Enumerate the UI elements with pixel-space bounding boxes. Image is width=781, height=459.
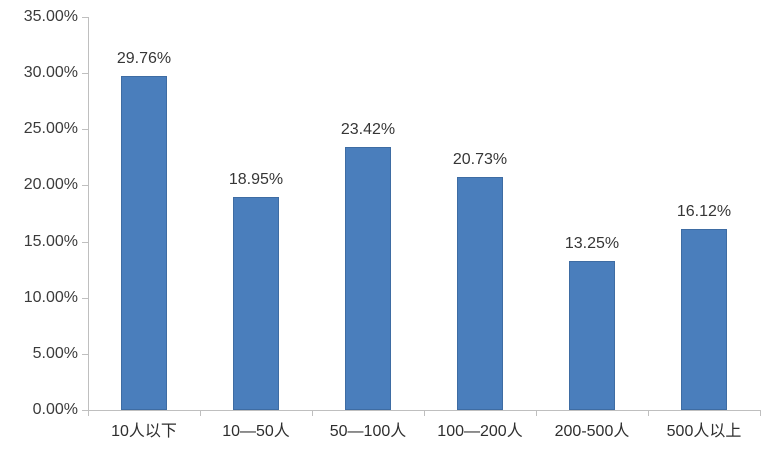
x-tick	[312, 410, 313, 416]
x-tick	[648, 410, 649, 416]
y-axis-tick-label: 35.00%	[23, 8, 78, 25]
bar-value-label: 23.42%	[340, 121, 396, 138]
y-tick	[82, 410, 88, 411]
bar-value-label: 18.95%	[228, 171, 284, 188]
x-axis-category-label: 200-500人	[554, 423, 630, 440]
y-axis-tick-label: 10.00%	[23, 289, 78, 306]
y-tick	[82, 17, 88, 18]
bar	[569, 261, 615, 410]
bar	[345, 147, 391, 410]
x-tick	[760, 410, 761, 416]
bar	[457, 177, 503, 410]
y-tick	[82, 298, 88, 299]
bar	[681, 229, 727, 410]
x-tick	[424, 410, 425, 416]
y-tick	[82, 354, 88, 355]
bar-value-label: 20.73%	[452, 151, 508, 168]
x-axis-category-label: 10—50人	[222, 423, 290, 440]
bar	[233, 197, 279, 410]
x-tick	[200, 410, 201, 416]
x-axis-category-label: 500人以上	[666, 423, 742, 440]
x-axis-category-label: 50—100人	[329, 423, 407, 440]
bar-value-label: 16.12%	[676, 203, 732, 220]
y-axis-tick-label: 15.00%	[23, 233, 78, 250]
x-tick	[536, 410, 537, 416]
y-axis-tick-label: 30.00%	[23, 64, 78, 81]
bar	[121, 76, 167, 410]
x-axis-category-label: 10人以下	[111, 423, 177, 440]
y-axis-tick-label: 0.00%	[32, 401, 78, 418]
y-tick	[82, 185, 88, 186]
y-axis-line	[88, 17, 89, 416]
bar-value-label: 29.76%	[116, 50, 172, 67]
y-tick	[82, 129, 88, 130]
bar-value-label: 13.25%	[564, 235, 620, 252]
y-axis-tick-label: 20.00%	[23, 176, 78, 193]
y-axis-tick-label: 25.00%	[23, 120, 78, 137]
x-axis-category-label: 100—200人	[437, 423, 523, 440]
y-axis-tick-label: 5.00%	[32, 345, 78, 362]
y-tick	[82, 73, 88, 74]
x-tick	[88, 410, 89, 416]
y-tick	[82, 242, 88, 243]
